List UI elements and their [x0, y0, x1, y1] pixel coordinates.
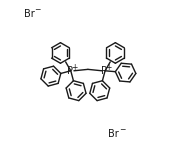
Text: P: P — [67, 66, 73, 76]
Text: −: − — [34, 5, 41, 14]
Text: P: P — [101, 66, 107, 76]
Text: Br: Br — [108, 129, 119, 139]
Text: +: + — [71, 63, 77, 72]
Text: +: + — [105, 63, 111, 72]
Text: −: − — [119, 125, 125, 134]
Text: Br: Br — [24, 9, 34, 19]
